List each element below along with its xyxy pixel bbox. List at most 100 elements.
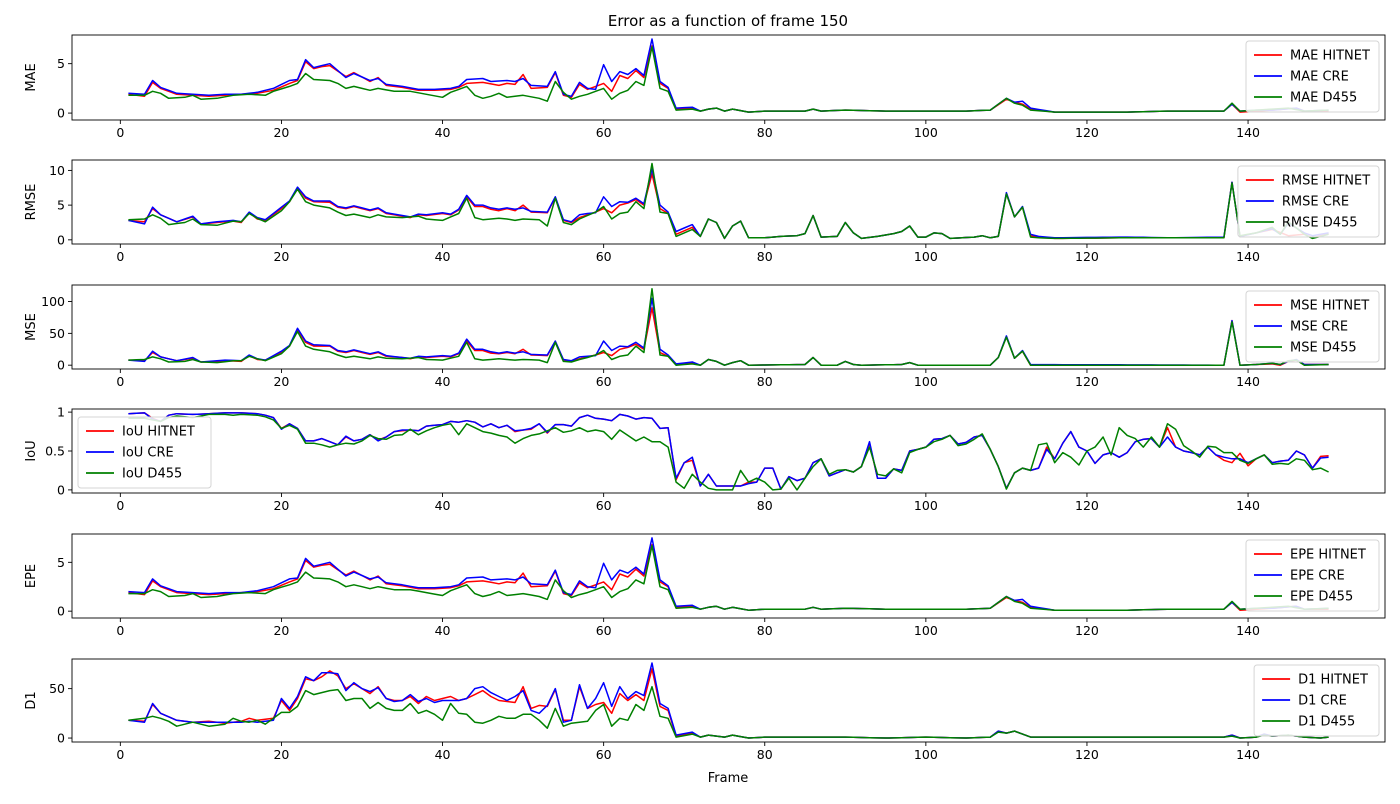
y-tick-label: 0 [57,604,65,619]
legend-label: IoU CRE [122,446,174,461]
legend-label: MAE HITNET [1290,49,1370,64]
y-tick-label: 10 [49,163,65,178]
x-tick-label: 120 [1075,623,1099,638]
series-line-mse-cre [128,297,1329,366]
y-tick-label: 100 [41,294,65,309]
x-tick-label: 20 [273,125,289,140]
x-tick-label: 0 [116,125,124,140]
legend-label: EPE HITNET [1290,548,1366,563]
x-tick-label: 100 [914,623,938,638]
x-tick-label: 20 [273,249,289,264]
x-tick-label: 80 [757,623,773,638]
series-line-epe-hitnet [128,543,1329,611]
x-tick-label: 40 [435,374,451,389]
x-tick-label: 100 [914,747,938,762]
axes-frame [71,159,1386,245]
legend-box [77,416,212,489]
axes-frame [71,284,1386,370]
x-tick-label: 0 [116,498,124,513]
y-tick-label: 5 [57,56,65,71]
legend-label: EPE CRE [1290,569,1345,584]
x-axis-label: Frame [708,771,749,786]
legend: D1 HITNET D1 CRE D1 D455 [1253,664,1380,737]
x-tick-label: 20 [273,747,289,762]
x-tick-label: 80 [757,747,773,762]
y-axis-label: IoU [24,440,39,461]
y-tick-label: 5 [57,555,65,570]
legend-label: RMSE CRE [1282,195,1349,210]
legend-box [1253,664,1380,737]
x-tick-label: 40 [435,498,451,513]
x-tick-label: 100 [914,498,938,513]
x-tick-label: 60 [596,374,612,389]
y-axis-label: D1 [24,691,39,709]
legend: IoU HITNET IoU CRE IoU D455 [77,416,212,489]
legend-label: MAE CRE [1290,70,1349,85]
x-tick-label: 0 [116,623,124,638]
legend-label: IoU D455 [122,467,182,482]
x-tick-label: 40 [435,747,451,762]
panel-mae: 0 20 40 60 80 100 120 140 0 5 MAE MAE HITNET MAE CRE… [24,34,1386,140]
series-line-epe-d455 [128,544,1329,611]
y-tick-label: 5 [57,198,65,213]
x-tick-label: 140 [1236,498,1260,513]
x-tick-label: 60 [596,498,612,513]
y-tick-label: 0 [57,358,65,373]
x-tick-label: 60 [596,125,612,140]
x-tick-label: 140 [1236,747,1260,762]
y-axis-label: MSE [24,313,39,341]
legend-label: RMSE D455 [1282,216,1358,231]
x-tick-label: 20 [273,623,289,638]
x-tick-label: 60 [596,623,612,638]
x-tick-label: 100 [914,374,938,389]
legend-label: MSE D455 [1290,341,1357,356]
series-line-mae-hitnet [128,45,1329,113]
legend-label: D1 D455 [1298,715,1355,730]
series-line-iou-cre [128,412,1329,490]
x-tick-label: 60 [596,249,612,264]
legend: RMSE HITNET RMSE CRE RMSE D455 [1237,165,1380,238]
legend-label: D1 HITNET [1298,673,1368,688]
y-tick-label: 0 [57,232,65,247]
series-line-mse-hitnet [128,307,1329,366]
legend-box [1245,290,1380,363]
series-line-rmse-hitnet [128,173,1329,240]
legend: MSE HITNET MSE CRE MSE D455 [1245,290,1380,363]
x-tick-label: 40 [435,125,451,140]
x-tick-label: 120 [1075,374,1099,389]
y-tick-label: 0.5 [45,444,65,459]
series-line-d1-hitnet [128,668,1329,739]
x-tick-label: 120 [1075,498,1099,513]
x-tick-label: 120 [1075,249,1099,264]
x-tick-label: 20 [273,374,289,389]
x-tick-label: 20 [273,498,289,513]
y-tick-label: 50 [49,326,65,341]
legend-label: IoU HITNET [122,425,195,440]
legend-label: D1 CRE [1298,694,1347,709]
legend-label: RMSE HITNET [1282,174,1370,189]
x-tick-label: 140 [1236,623,1260,638]
axes-frame [71,533,1386,619]
x-tick-label: 0 [116,747,124,762]
y-tick-label: 0 [57,482,65,497]
x-tick-label: 40 [435,249,451,264]
x-tick-label: 80 [757,498,773,513]
y-axis-label: EPE [24,564,39,588]
legend-box [1245,539,1380,612]
legend-label: MSE HITNET [1290,299,1369,314]
legend: EPE HITNET EPE CRE EPE D455 [1245,539,1380,612]
legend-label: EPE D455 [1290,590,1353,605]
y-tick-label: 0 [57,106,65,121]
panel-epe: 0 20 40 60 80 100 120 140 0 5 EPE EPE HITNET EPE CRE… [24,533,1386,638]
x-tick-label: 80 [757,125,773,140]
series-line-iou-d455 [128,413,1329,491]
x-tick-label: 120 [1075,125,1099,140]
legend: MAE HITNET MAE CRE MAE D455 [1245,40,1380,113]
x-tick-label: 140 [1236,374,1260,389]
